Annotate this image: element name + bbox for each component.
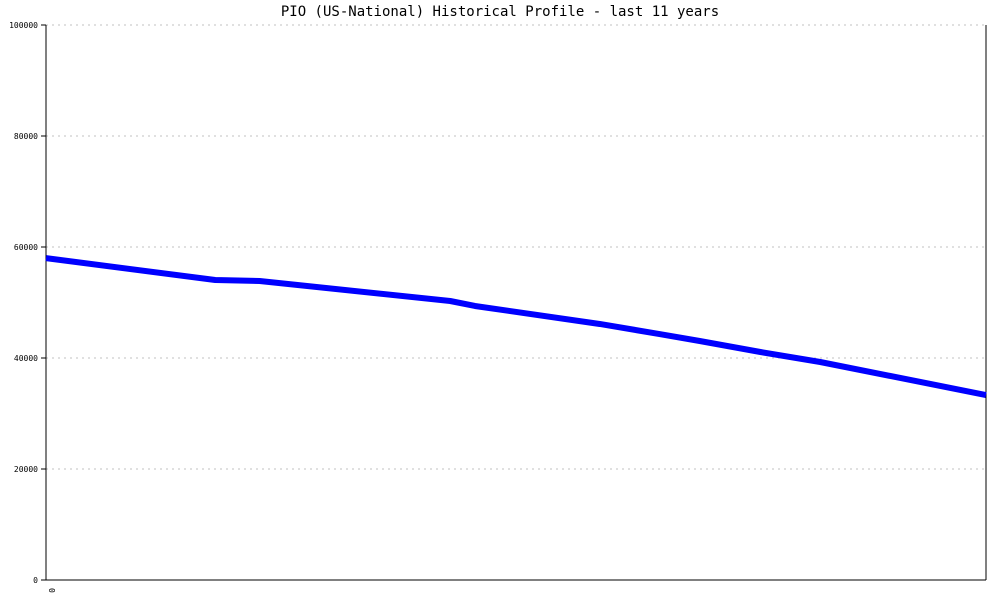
y-tick-label: 20000 — [14, 465, 38, 474]
y-tick-label: 0 — [33, 576, 38, 585]
series-line — [45, 255, 987, 398]
chart-title: PIO (US-National) Historical Profile - l… — [280, 4, 720, 20]
x-tick-label: 0 — [47, 588, 56, 593]
y-tick-label: 60000 — [14, 243, 38, 252]
y-tick-label: 80000 — [14, 132, 38, 141]
y-tick-label: 100000 — [9, 21, 38, 30]
y-tick-label: 40000 — [14, 354, 38, 363]
